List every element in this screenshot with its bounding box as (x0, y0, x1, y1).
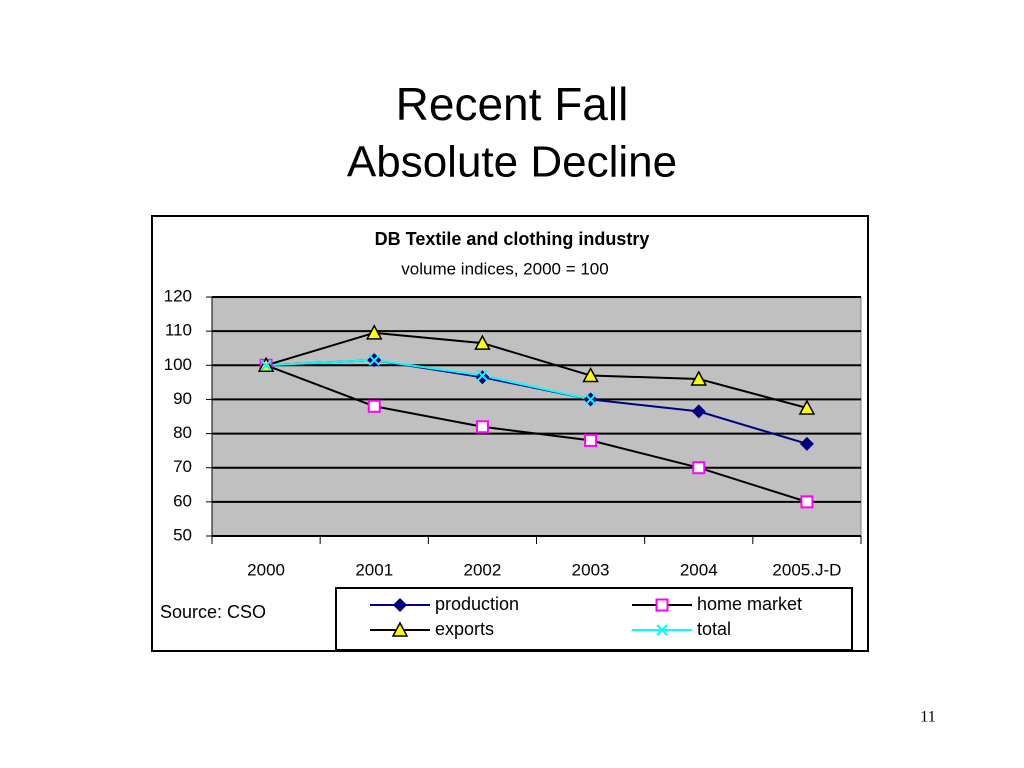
data-point (476, 369, 489, 382)
page-number: 11 (920, 709, 935, 726)
data-point (584, 433, 598, 447)
slide-subtitle: Absolute Decline (347, 138, 677, 187)
x-tick-label: 2002 (464, 560, 502, 579)
legend-label: total (697, 619, 731, 639)
data-point (691, 404, 706, 419)
y-tick-label: 100 (164, 355, 192, 374)
data-point (584, 393, 597, 406)
data-point (474, 334, 491, 350)
legend (335, 587, 853, 651)
legend-label: exports (435, 619, 494, 639)
legend-marker (391, 621, 409, 637)
legend-marker (655, 598, 669, 612)
data-point (799, 436, 814, 451)
y-tick-label: 120 (164, 286, 192, 305)
data-point (582, 366, 599, 383)
series-line (266, 359, 591, 401)
chart-title: DB Textile and clothing industry (375, 229, 650, 249)
legend-label: production (435, 594, 519, 614)
legend-label: home market (697, 594, 802, 614)
source-note: Source: CSO (160, 602, 266, 622)
data-point (260, 359, 272, 371)
x-tick-label: 2000 (247, 560, 285, 579)
data-point (475, 370, 490, 385)
data-point (367, 399, 381, 413)
data-point (798, 399, 816, 415)
x-tick-label: 2003 (572, 560, 610, 579)
data-point (690, 370, 708, 386)
y-tick-label: 110 (165, 321, 192, 340)
data-point (475, 420, 489, 434)
data-point (365, 324, 383, 340)
data-point (800, 495, 814, 509)
chart-subtitle: volume indices, 2000 = 100 (401, 259, 608, 278)
x-tick-label: 2004 (680, 560, 718, 579)
slide-title: Recent Fall (396, 78, 629, 130)
series-line (265, 331, 808, 409)
data-point (692, 461, 706, 475)
data-point (368, 354, 380, 366)
x-tick-label: 2005.J-D (772, 560, 841, 579)
legend-marker (656, 624, 668, 636)
legend-marker (393, 598, 407, 612)
y-tick-label: 60 (173, 491, 192, 510)
plot-area (211, 296, 862, 537)
x-tick-label: 2001 (355, 560, 393, 579)
y-tick-label: 90 (173, 389, 192, 408)
y-tick-label: 70 (173, 457, 192, 476)
series-line (265, 364, 808, 503)
y-tick-label: 50 (173, 525, 192, 544)
y-tick-label: 80 (173, 423, 192, 442)
